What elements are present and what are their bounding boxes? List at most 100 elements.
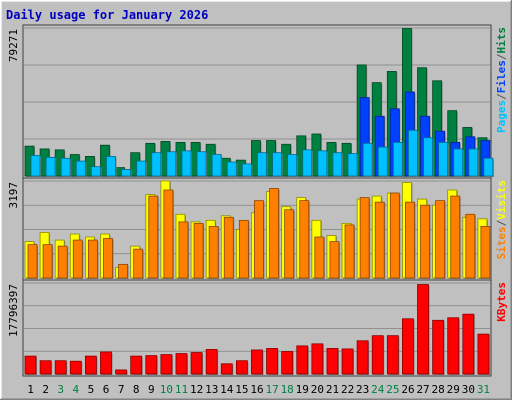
x-tick-label: 10 <box>160 383 173 396</box>
bar-sites-day-16 <box>254 200 265 279</box>
bar-kbytes-day-26 <box>402 318 415 375</box>
bar-kbytes-day-15 <box>235 360 249 375</box>
bar-kbytes-day-13 <box>205 349 219 375</box>
x-tick-label: 6 <box>103 383 110 396</box>
bar-pages-day-12 <box>196 151 208 177</box>
bar-pages-day-30 <box>468 148 479 177</box>
x-tick-label: 23 <box>356 383 369 396</box>
bar-sites-day-27 <box>420 204 431 279</box>
bar-kbytes-day-5 <box>84 355 98 375</box>
x-tick-label: 3 <box>57 383 64 396</box>
bar-pages-day-8 <box>136 160 147 177</box>
bar-sites-day-14 <box>223 216 235 279</box>
bar-pages-day-10 <box>166 151 177 177</box>
bar-sites-day-3 <box>57 245 69 279</box>
bar-sites-day-18 <box>284 209 295 279</box>
bar-kbytes-day-10 <box>160 354 173 375</box>
bar-sites-day-11 <box>178 221 189 279</box>
bar-pages-day-21 <box>332 152 343 177</box>
x-tick-label: 8 <box>133 383 140 396</box>
x-tick-label: 30 <box>462 383 475 396</box>
bar-sites-day-30 <box>465 213 476 279</box>
bar-kbytes-day-14 <box>220 363 234 375</box>
bar-sites-day-22 <box>344 224 356 279</box>
visits-panel-max-label: 3197 <box>7 182 20 209</box>
bar-pages-day-19 <box>302 149 313 177</box>
series-kbytes <box>24 284 490 375</box>
bar-pages-day-29 <box>453 148 464 177</box>
x-tick-label: 24 <box>371 383 385 396</box>
bar-sites-day-7 <box>118 263 129 279</box>
bar-kbytes-day-25 <box>386 335 400 375</box>
bar-kbytes-day-3 <box>54 360 68 375</box>
bar-sites-day-15 <box>238 219 250 279</box>
bar-pages-day-18 <box>287 154 298 177</box>
bar-pages-day-31 <box>483 157 494 177</box>
chart-title: Daily usage for January 2026 <box>6 8 208 22</box>
bar-sites-day-13 <box>208 226 220 279</box>
x-tick-label: 19 <box>296 383 309 396</box>
x-tick-label: 1 <box>27 383 34 396</box>
legend-entry: Pages <box>495 100 508 133</box>
bar-sites-day-2 <box>42 244 54 279</box>
x-tick-label: 27 <box>416 383 429 396</box>
bar-pages-day-28 <box>438 141 449 177</box>
x-tick-label: 15 <box>235 383 248 396</box>
bar-sites-day-12 <box>193 222 205 279</box>
x-tick-label: 17 <box>265 383 278 396</box>
bar-kbytes-day-28 <box>432 319 445 375</box>
bar-pages-day-27 <box>423 137 434 177</box>
bar-kbytes-day-6 <box>100 351 113 375</box>
bar-kbytes-day-12 <box>190 352 204 375</box>
kbytes-panel-max-label: 17796397 <box>7 284 20 337</box>
x-tick-label: 16 <box>250 383 263 396</box>
bar-kbytes-day-20 <box>311 343 324 375</box>
bar-kbytes-day-1 <box>24 355 37 375</box>
bar-pages-day-3 <box>60 157 72 177</box>
bar-sites-day-10 <box>163 189 174 279</box>
bar-sites-day-1 <box>27 244 38 279</box>
bar-kbytes-day-9 <box>145 355 158 375</box>
bar-kbytes-day-2 <box>39 360 53 375</box>
x-tick-label: 14 <box>220 383 234 396</box>
bar-kbytes-day-29 <box>447 317 460 375</box>
x-tick-label: 11 <box>175 383 188 396</box>
bar-pages-day-24 <box>377 146 389 177</box>
legend-entry: / <box>495 219 508 226</box>
bar-pages-day-9 <box>151 152 162 177</box>
kbytes-panel: 17796397 KBytes <box>7 279 508 377</box>
bar-kbytes-day-22 <box>341 348 355 375</box>
bar-kbytes-day-8 <box>130 355 143 375</box>
legend-entry: KBytes <box>495 282 508 322</box>
bar-kbytes-day-21 <box>326 348 339 375</box>
bar-sites-day-28 <box>435 200 446 279</box>
x-tick-label: 22 <box>341 383 354 396</box>
x-tick-label: 25 <box>386 383 399 396</box>
bar-sites-day-21 <box>329 241 340 279</box>
bar-kbytes-day-23 <box>356 340 370 375</box>
x-tick-label: 28 <box>432 383 445 396</box>
bar-sites-day-20 <box>314 236 325 279</box>
bar-pages-day-2 <box>45 156 57 177</box>
bar-kbytes-day-30 <box>462 313 475 375</box>
bar-pages-day-22 <box>347 153 359 177</box>
kbytes-panel-legend: KBytes <box>495 282 508 322</box>
bar-kbytes-day-19 <box>296 345 309 375</box>
legend-entry: Hits <box>495 27 508 54</box>
x-tick-label: 4 <box>73 383 80 396</box>
bar-sites-day-19 <box>299 200 310 279</box>
bar-pages-day-1 <box>30 155 41 177</box>
legend-entry: / <box>495 93 508 100</box>
bar-sites-day-17 <box>269 188 280 279</box>
bar-pages-day-5 <box>90 166 102 177</box>
chart-panels: 79271Pages/Files/Hits3197Sites/Visits177… <box>7 24 508 377</box>
bar-sites-day-31 <box>480 226 491 279</box>
bar-pages-day-20 <box>317 150 328 177</box>
bar-sites-day-6 <box>103 238 114 279</box>
x-tick-label: 5 <box>88 383 95 396</box>
bar-pages-day-16 <box>257 152 268 177</box>
x-tick-label: 29 <box>447 383 460 396</box>
bar-kbytes-day-7 <box>115 369 128 375</box>
x-tick-label: 7 <box>118 383 125 396</box>
series-pages <box>30 129 494 177</box>
